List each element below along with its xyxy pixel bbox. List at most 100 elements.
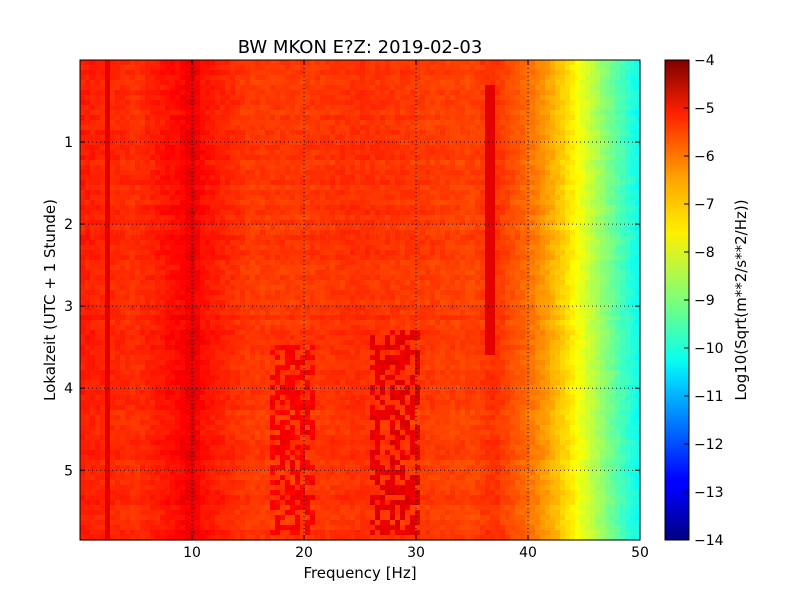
heatmap-cell <box>590 75 596 81</box>
heatmap-cell <box>85 90 91 96</box>
heatmap-cell <box>540 110 546 116</box>
heatmap-cell <box>390 135 396 141</box>
heatmap-cell <box>90 165 96 171</box>
heatmap-cell <box>365 70 371 76</box>
heatmap-cell <box>120 140 126 146</box>
heatmap-cell <box>170 210 176 216</box>
heatmap-cell <box>565 145 571 151</box>
heatmap-cell <box>90 215 96 221</box>
heatmap-cell <box>320 265 326 271</box>
heatmap-cell <box>155 205 161 211</box>
heatmap-cell <box>205 95 211 101</box>
heatmap-cell <box>555 160 561 166</box>
heatmap-cell <box>200 235 206 241</box>
heatmap-cell <box>420 105 426 111</box>
heatmap-cell <box>455 150 461 156</box>
heatmap-cell <box>605 240 611 246</box>
heatmap-cell <box>400 60 406 66</box>
heatmap-cell <box>555 120 561 126</box>
heatmap-cell <box>145 215 151 221</box>
heatmap-cell <box>435 230 441 236</box>
heatmap-cell <box>145 70 151 76</box>
heatmap-cell <box>615 160 621 166</box>
heatmap-cell <box>435 90 441 96</box>
heatmap-cell <box>610 140 616 146</box>
heatmap-cell <box>510 65 516 71</box>
heatmap-cell <box>290 90 296 96</box>
heatmap-cell <box>565 170 571 176</box>
heatmap-cell <box>395 235 401 241</box>
heatmap-cell <box>405 85 411 91</box>
heatmap-cell <box>255 120 261 126</box>
heatmap-cell <box>230 80 236 86</box>
heatmap-cell <box>475 205 481 211</box>
heatmap-cell <box>535 215 541 221</box>
heatmap-cell <box>510 165 516 171</box>
heatmap-cell <box>120 280 126 286</box>
heatmap-cell <box>325 200 331 206</box>
heatmap-cell <box>345 160 351 166</box>
heatmap-cell <box>115 155 121 161</box>
heatmap-cell <box>280 130 286 136</box>
heatmap-cell <box>540 135 546 141</box>
heatmap-cell <box>95 265 101 271</box>
heatmap-cell <box>490 165 496 171</box>
heatmap-cell <box>605 125 611 131</box>
heatmap-cell <box>315 145 321 151</box>
heatmap-cell <box>175 195 181 201</box>
heatmap-cell <box>85 80 91 86</box>
heatmap-cell <box>95 90 101 96</box>
heatmap-cell <box>395 185 401 191</box>
heatmap-cell <box>160 195 166 201</box>
heatmap-cell <box>500 145 506 151</box>
heatmap-cell <box>315 110 321 116</box>
heatmap-cell <box>130 85 136 91</box>
heatmap-cell <box>505 210 511 216</box>
heatmap-cell <box>485 240 491 246</box>
heatmap-cell <box>240 145 246 151</box>
heatmap-cell <box>380 150 386 156</box>
heatmap-cell <box>350 90 356 96</box>
heatmap-cell <box>125 145 131 151</box>
heatmap-cell <box>360 65 366 71</box>
heatmap-cell <box>635 100 641 106</box>
heatmap-cell <box>510 80 516 86</box>
heatmap-cell <box>285 135 291 141</box>
heatmap-cell <box>525 120 531 126</box>
heatmap-cell <box>380 225 386 231</box>
heatmap-cell <box>245 200 251 206</box>
heatmap-cell <box>395 245 401 251</box>
heatmap-cell <box>460 210 466 216</box>
heatmap-cell <box>615 240 621 246</box>
heatmap-cell <box>380 265 386 271</box>
heatmap-cell <box>605 255 611 261</box>
heatmap-cell <box>340 275 346 281</box>
heatmap-cell <box>550 110 556 116</box>
heatmap-cell <box>585 110 591 116</box>
heatmap-cell <box>190 125 196 131</box>
heatmap-cell <box>490 95 496 101</box>
heatmap-cell <box>635 195 641 201</box>
heatmap-cell <box>160 225 166 231</box>
heatmap-cell <box>360 250 366 256</box>
heatmap-cell <box>265 80 271 86</box>
heatmap-cell <box>125 230 131 236</box>
heatmap-cell <box>310 125 316 131</box>
heatmap-cell <box>145 190 151 196</box>
heatmap-cell <box>325 90 331 96</box>
heatmap-cell <box>220 175 226 181</box>
heatmap-cell <box>160 210 166 216</box>
heatmap-cell <box>455 145 461 151</box>
heatmap-cell <box>200 205 206 211</box>
heatmap-cell <box>615 250 621 256</box>
heatmap-cell <box>180 255 186 261</box>
heatmap-cell <box>465 255 471 261</box>
heatmap-cell <box>520 95 526 101</box>
heatmap-cell <box>370 135 376 141</box>
heatmap-cell <box>625 120 631 126</box>
heatmap-cell <box>175 165 181 171</box>
heatmap-cell <box>550 170 556 176</box>
heatmap-cell <box>140 230 146 236</box>
heatmap-cell <box>185 155 191 161</box>
heatmap-cell <box>405 140 411 146</box>
